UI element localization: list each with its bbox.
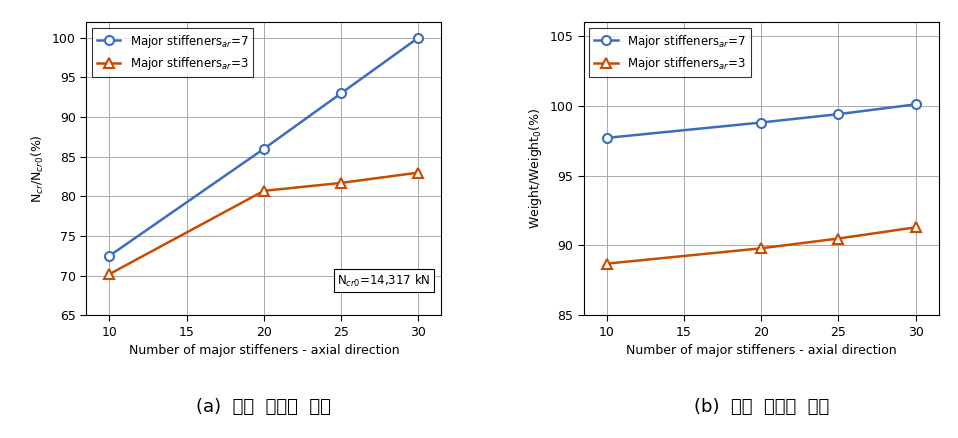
Text: N$_{cr0}$=14,317 kN: N$_{cr0}$=14,317 kN	[337, 273, 431, 289]
Y-axis label: Weight/Weight$_0$(%): Weight/Weight$_0$(%)	[527, 108, 544, 230]
Y-axis label: N$_{cr}$/N$_{cr0}$(%): N$_{cr}$/N$_{cr0}$(%)	[31, 134, 46, 203]
Text: (b)  구조  중량의  변화: (b) 구조 중량의 변화	[694, 398, 829, 416]
Text: (a)  좌굴  하중의  변화: (a) 좌굴 하중의 변화	[196, 398, 331, 416]
X-axis label: Number of major stiffeners - axial direction: Number of major stiffeners - axial direc…	[626, 344, 897, 357]
Legend: Major stiffeners$_{ar}$=7, Major stiffeners$_{ar}$=3: Major stiffeners$_{ar}$=7, Major stiffen…	[589, 28, 751, 77]
X-axis label: Number of major stiffeners - axial direction: Number of major stiffeners - axial direc…	[128, 344, 399, 357]
Legend: Major stiffeners$_{ar}$=7, Major stiffeners$_{ar}$=3: Major stiffeners$_{ar}$=7, Major stiffen…	[92, 28, 253, 77]
